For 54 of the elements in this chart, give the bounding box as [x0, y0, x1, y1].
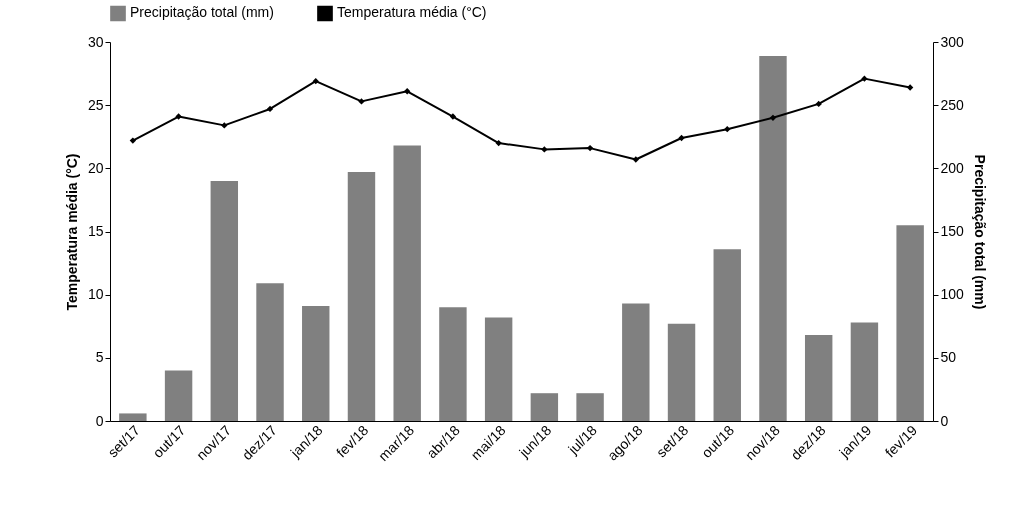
y-tick-label: 0	[95, 412, 104, 429]
y-axis-title: Temperatura média (°C)	[63, 153, 80, 311]
y-tick-label: 10	[87, 286, 104, 303]
point	[586, 144, 594, 152]
point	[815, 100, 822, 108]
point	[404, 88, 411, 95]
bar	[302, 306, 330, 421]
bar	[804, 335, 833, 421]
bar	[850, 322, 879, 421]
bar	[759, 55, 787, 421]
bar	[622, 303, 650, 421]
point	[678, 134, 685, 142]
point	[175, 113, 182, 120]
point	[221, 122, 228, 129]
bar	[119, 413, 147, 421]
point	[129, 137, 137, 144]
y2-tick-label: 250	[940, 96, 965, 113]
bar	[256, 283, 284, 421]
point	[541, 146, 548, 153]
y2-tick-label: 150	[940, 223, 965, 239]
bar	[896, 225, 924, 421]
y-tick-label: 15	[87, 223, 104, 239]
y-tick-label: 5	[95, 349, 104, 366]
legend-label: Precipitação total (mm)	[130, 4, 274, 21]
legend-label: Temperatura média (°C)	[337, 4, 487, 21]
point	[449, 113, 457, 120]
y2-tick-label: 100	[940, 286, 965, 303]
y2-tick-label: 50	[940, 349, 957, 366]
bar	[210, 180, 239, 421]
bar	[484, 317, 513, 421]
bar	[667, 323, 696, 421]
point	[358, 98, 365, 105]
point	[495, 139, 502, 147]
point	[861, 75, 868, 82]
y2-tick-label: 300	[940, 33, 965, 50]
bar	[164, 370, 193, 421]
point	[906, 84, 914, 91]
point	[266, 105, 274, 113]
y-tick-label: 25	[87, 96, 104, 113]
y2-tick-label: 0	[940, 412, 949, 429]
bar	[713, 249, 741, 421]
point	[312, 78, 319, 85]
bar	[347, 172, 376, 421]
y-tick-label: 20	[87, 159, 104, 176]
bar	[393, 145, 421, 421]
bar	[530, 393, 559, 421]
bar	[576, 393, 604, 421]
bar	[439, 307, 467, 421]
y2-axis-title: Precipitação total (mm)	[971, 154, 988, 310]
y-tick-label: 30	[87, 33, 104, 50]
point	[632, 156, 639, 163]
y2-tick-label: 200	[940, 159, 965, 176]
point	[769, 114, 777, 121]
point	[724, 126, 731, 133]
